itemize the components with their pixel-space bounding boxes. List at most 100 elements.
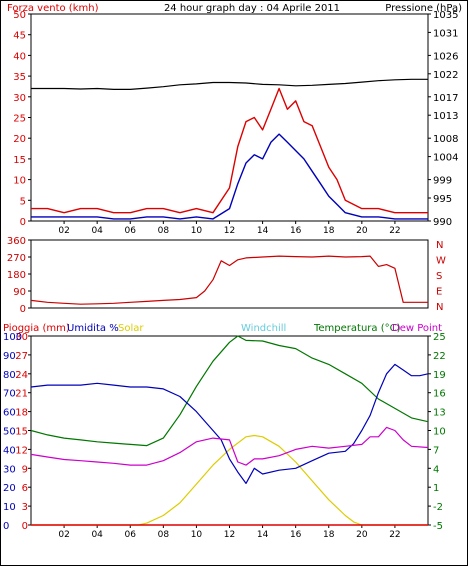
wind-y-tick-label: 40 <box>13 51 26 62</box>
temperature-y-tick-label: 25 <box>433 332 446 343</box>
wind-y-tick-label: 25 <box>13 114 26 125</box>
wind-y-tick-label: 10 <box>13 176 26 187</box>
x-tick-label: 14 <box>257 530 269 540</box>
rain-y-tick-label: 0 <box>22 521 28 532</box>
x-tick-label: 04 <box>91 226 103 236</box>
temperature-y-tick-label: 13 <box>433 408 446 419</box>
temperature-y-tick-label: -5 <box>433 521 443 532</box>
pressure-y-tick-label: 990 <box>433 217 452 228</box>
rain-y-tick-label: 24 <box>15 370 28 381</box>
pressure-y-tick-label: 1026 <box>433 51 458 62</box>
x-tick-label: 08 <box>158 226 170 236</box>
temperature-y-tick-label: 1 <box>433 483 439 494</box>
x-tick-label: 10 <box>191 226 203 236</box>
temperature-line <box>30 335 429 447</box>
direction-y-tick-label: 0 <box>20 304 26 315</box>
rain-y-tick-label: 15 <box>15 427 28 438</box>
wind-y-tick-label: 45 <box>13 31 26 42</box>
x-tick-label: 02 <box>58 530 69 540</box>
x-tick-label: 06 <box>125 226 137 236</box>
wind-y-tick-label: 20 <box>13 134 26 145</box>
axes-layer: 02 04 06 08 10 12 14 16 18 20 22051015202530354045… <box>3 10 458 540</box>
x-tick-label: 02 <box>58 226 69 236</box>
x-tick-label: 16 <box>290 530 302 540</box>
chart-title: 24 hour graph day : 04 Aprile 2011 <box>164 3 340 14</box>
temperature-y-tick-label: 22 <box>433 351 446 362</box>
wind-y-tick-label: 0 <box>20 217 26 228</box>
humidity-y-tick-label: 80 <box>3 370 16 381</box>
x-tick-label: 08 <box>158 530 170 540</box>
humidity-y-tick-label: 90 <box>3 351 16 362</box>
humidity-label: Umidita % <box>67 323 119 334</box>
x-tick-label: 20 <box>356 530 368 540</box>
direction-y-tick-label: 360 <box>7 236 26 247</box>
direction-y-tick-label: 180 <box>7 270 26 281</box>
x-tick-label: 06 <box>125 530 137 540</box>
pressure-axis-title: Pressione (hPa) <box>385 3 462 14</box>
pressure-y-tick-label: 1031 <box>433 28 458 39</box>
x-tick-label: 22 <box>389 226 400 236</box>
pressure-y-tick-label: 1004 <box>433 153 458 164</box>
x-tick-label: 10 <box>191 530 203 540</box>
rain-y-tick-label: 12 <box>15 445 28 456</box>
temperature-y-tick-label: 19 <box>433 370 446 381</box>
wind-axis-title: Forza vento (kmh) <box>7 3 99 14</box>
wind-gust-line <box>31 87 428 214</box>
humidity-y-tick-label: 10 <box>3 502 16 513</box>
temperature-label: Temperatura (°C) <box>313 323 401 334</box>
solar-line <box>31 434 428 526</box>
compass-label: W <box>436 256 446 267</box>
rain-y-tick-label: 21 <box>15 389 28 400</box>
temperature-y-tick-label: 16 <box>433 389 446 400</box>
wind-average-line <box>31 133 428 220</box>
dewpoint-label: Dew Point <box>392 323 442 334</box>
rain-y-tick-label: 9 <box>22 464 28 475</box>
rain-y-tick-label: 3 <box>22 502 28 513</box>
humidity-y-tick-label: 100 <box>3 332 22 343</box>
humidity-y-tick-label: 60 <box>3 408 16 419</box>
temperature-y-tick-label: 7 <box>433 445 439 456</box>
wind-y-tick-label: 30 <box>13 93 26 104</box>
pressure-y-tick-label: 995 <box>433 194 452 205</box>
wind-y-tick-label: 50 <box>13 10 26 21</box>
solar-label: Solar <box>118 323 144 334</box>
pressure-y-tick-label: 999 <box>433 176 452 187</box>
humidity-y-tick-label: 50 <box>3 427 16 438</box>
x-tick-label: 18 <box>323 530 335 540</box>
temperature-y-tick-label: 4 <box>433 464 439 475</box>
direction-y-tick-label: 270 <box>7 253 26 264</box>
pressure-y-tick-label: 1008 <box>433 134 458 145</box>
pressure-y-tick-label: 1013 <box>433 111 458 122</box>
rain-y-tick-label: 6 <box>22 483 28 494</box>
humidity-y-tick-label: 30 <box>3 464 16 475</box>
compass-label: E <box>436 287 442 298</box>
wind-direction-line <box>30 255 428 305</box>
dewpoint-line <box>30 426 429 466</box>
pressure-y-tick-label: 1017 <box>433 93 458 104</box>
x-tick-label: 22 <box>389 530 400 540</box>
x-tick-label: 20 <box>356 226 368 236</box>
pressure-y-tick-label: 1035 <box>433 10 458 21</box>
humidity-y-tick-label: 40 <box>3 445 16 456</box>
humidity-y-tick-label: 70 <box>3 389 16 400</box>
rain-y-tick-label: 27 <box>15 351 28 362</box>
humidity-y-tick-label: 0 <box>3 521 9 532</box>
x-tick-label: 18 <box>323 226 335 236</box>
x-tick-label: 12 <box>224 226 235 236</box>
x-tick-label: 16 <box>290 226 302 236</box>
x-tick-label: 14 <box>257 226 269 236</box>
direction-y-tick-label: 90 <box>13 287 26 298</box>
rain-y-tick-label: 30 <box>15 332 28 343</box>
compass-label: N <box>436 240 443 251</box>
wind-y-tick-label: 15 <box>13 155 26 166</box>
x-tick-label: 12 <box>224 530 235 540</box>
temperature-y-tick-label: -2 <box>433 502 443 513</box>
series-layer <box>30 78 429 526</box>
compass-label: S <box>436 271 442 282</box>
pressure-y-tick-label: 1022 <box>433 70 458 81</box>
rain-y-tick-label: 18 <box>15 408 28 419</box>
rain-label: Pioggia (mm) <box>3 323 70 334</box>
wind-y-tick-label: 35 <box>13 72 26 83</box>
